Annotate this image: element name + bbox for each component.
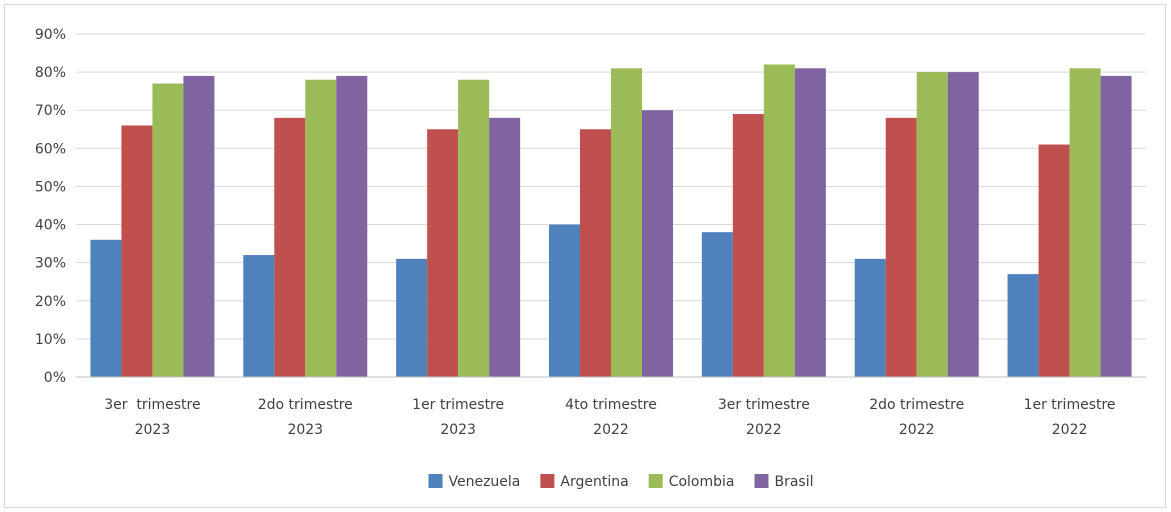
y-tick-label: 80% [35,65,66,81]
y-tick-label: 70% [35,103,66,119]
bar-brasil [1100,75,1132,377]
bar-argentina [885,117,917,377]
legend-item-argentina: Argentina [540,474,629,490]
x-tick-label: 2do trimestre 2022 [869,397,964,438]
x-tick-label: 1er trimestre 2022 [1024,397,1116,438]
bar-brasil [947,72,979,377]
bar-venezuela [854,258,886,377]
legend-label: Argentina [560,474,628,490]
legend-item-venezuela: Venezuela [428,474,520,490]
legend-item-colombia: Colombia [648,474,735,490]
y-tick-label: 20% [35,294,66,310]
legend-swatch [754,474,769,488]
bar-venezuela [243,255,275,377]
bar-colombia [763,64,795,377]
x-tick-label: 1er trimestre 2023 [412,397,504,438]
legend-label: Colombia [669,474,735,490]
y-tick-label: 50% [35,179,66,195]
bar-argentina [121,125,153,377]
bar-venezuela [549,224,580,377]
axes: 0% 10% 20% 30% 40% 50% 60% 70% 80% 90% 3er trimest… [35,27,1146,438]
bar-brasil [489,117,521,377]
x-tick-label: 4to trimestre 2022 [565,397,657,438]
bar-venezuela [396,258,428,377]
y-tick-label: 90% [35,27,66,43]
bar-colombia [458,79,490,377]
legend-label: Venezuela [448,474,520,490]
bar-argentina [732,114,764,378]
bar-brasil [183,75,215,377]
bar-colombia [152,83,184,378]
y-tick-label: 30% [35,256,66,272]
legend-label: Brasil [774,474,813,490]
bar-colombia [611,68,642,378]
legend-swatch [540,474,555,488]
bar-colombia [1069,68,1101,378]
bar-argentina [274,117,306,377]
legend-swatch [428,474,443,488]
y-tick-label: 10% [35,332,66,348]
bar-venezuela [90,239,122,377]
bars [90,64,1132,378]
bar-brasil [642,110,673,377]
legend: Venezuela Argentina Colombia Brasil [428,474,814,490]
legend-swatch [648,474,663,488]
bar-venezuela [1007,274,1039,377]
bar-argentina [1038,144,1070,377]
legend-item-brasil: Brasil [754,474,814,490]
x-tick-label: 3er trimestre 2023 [104,397,200,438]
bar-colombia [916,72,948,377]
bar-brasil [336,75,368,377]
y-tick-label: 0% [44,370,66,386]
x-tick-label: 2do trimestre 2023 [258,397,353,438]
y-tick-label: 60% [35,141,66,157]
bar-argentina [580,129,611,377]
bar-venezuela [701,232,733,377]
bar-colombia [305,79,337,377]
x-tick-label: 3er trimestre 2022 [718,397,810,438]
bar-argentina [427,129,459,377]
y-tick-label: 40% [35,218,66,234]
bar-brasil [794,68,826,378]
